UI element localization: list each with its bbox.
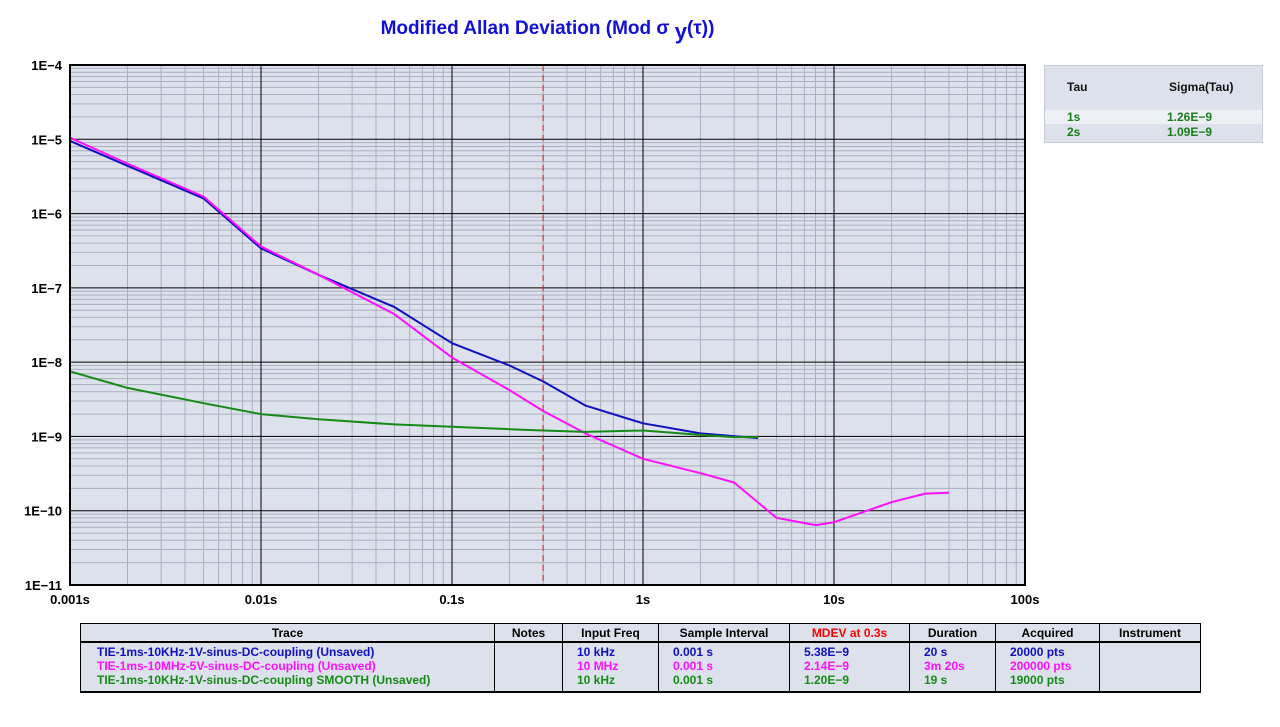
trace-sample-interval: 0.001 s <box>658 659 790 673</box>
trace-instrument <box>1099 673 1201 693</box>
tau-value: 2s <box>1067 125 1081 139</box>
trace-notes <box>494 642 563 659</box>
title-subscript: y <box>674 19 687 44</box>
tau-sigma-panel: Tau Sigma(Tau) 1s 1.26E−9 2s 1.09E−9 <box>1044 65 1263 143</box>
x-tick-label: 0.001s <box>50 592 90 607</box>
trace-mdev: 5.38E−9 <box>789 642 910 659</box>
tau-panel-header: Tau Sigma(Tau) <box>1045 80 1262 98</box>
tau-row[interactable]: 1s 1.26E−9 <box>1045 110 1262 124</box>
grid-minor <box>70 65 1025 585</box>
series-layer <box>69 136 950 527</box>
trace-table: Trace Notes Input Freq Sample Interval M… <box>80 623 1201 693</box>
trace-mdev: 1.20E−9 <box>789 673 910 693</box>
y-tick-label: 1E−10 <box>24 504 62 519</box>
trace-input-freq: 10 kHz <box>562 673 659 693</box>
trace-name: TIE-1ms-10MHz-5V-sinus-DC-coupling (Unsa… <box>80 659 495 673</box>
x-axis-ticks: 0.001s 0.01s 0.1s 1s 10s 100s <box>50 592 1039 607</box>
col-duration[interactable]: Duration <box>909 623 996 643</box>
x-tick-label: 1s <box>636 592 650 607</box>
tau-value: 1s <box>1067 110 1081 124</box>
title-end: (τ)) <box>686 18 715 39</box>
trace-duration: 19 s <box>909 673 996 693</box>
col-trace[interactable]: Trace <box>80 623 495 643</box>
trace-name: TIE-1ms-10KHz-1V-sinus-DC-coupling (Unsa… <box>80 642 495 659</box>
trace-row[interactable]: TIE-1ms-10KHz-1V-sinus-DC-coupling SMOOT… <box>80 673 1201 693</box>
trace-row[interactable]: TIE-1ms-10MHz-5V-sinus-DC-coupling (Unsa… <box>80 659 1201 673</box>
sigma-column-header: Sigma(Tau) <box>1169 80 1234 94</box>
y-tick-label: 1E−5 <box>31 132 62 147</box>
trace-row[interactable]: TIE-1ms-10KHz-1V-sinus-DC-coupling (Unsa… <box>80 642 1201 659</box>
trace-acquired: 200000 pts <box>995 659 1100 673</box>
series-line-1 <box>69 139 759 440</box>
trace-acquired: 20000 pts <box>995 642 1100 659</box>
y-axis-ticks: 1E−4 1E−5 1E−6 1E−7 1E−8 1E−9 1E−10 1E−11 <box>24 58 63 593</box>
trace-name: TIE-1ms-10KHz-1V-sinus-DC-coupling SMOOT… <box>80 673 495 693</box>
col-input-freq[interactable]: Input Freq <box>562 623 659 643</box>
chart-title: Modified Allan Deviation (Mod σ y(τ)) <box>0 14 1095 44</box>
x-tick-label: 0.1s <box>439 592 464 607</box>
y-tick-label: 1E−6 <box>31 207 62 222</box>
plot-area[interactable] <box>70 65 1025 585</box>
x-tick-label: 0.01s <box>245 592 278 607</box>
col-sample-interval[interactable]: Sample Interval <box>658 623 790 643</box>
col-notes[interactable]: Notes <box>494 623 563 643</box>
sigma-value: 1.09E−9 <box>1167 125 1213 139</box>
trace-notes <box>494 673 563 693</box>
y-tick-label: 1E−11 <box>25 578 62 593</box>
trace-acquired: 19000 pts <box>995 673 1100 693</box>
sigma-value: 1.26E−9 <box>1167 110 1213 124</box>
y-tick-label: 1E−8 <box>31 355 62 370</box>
title-main: Modified Allan Deviation (Mod σ <box>380 18 675 39</box>
plot-border <box>69 64 1026 586</box>
trace-instrument <box>1099 642 1201 659</box>
trace-instrument <box>1099 659 1201 673</box>
y-tick-label: 1E−4 <box>31 58 62 73</box>
trace-notes <box>494 659 563 673</box>
series-line-3 <box>69 370 758 439</box>
trace-table-header: Trace Notes Input Freq Sample Interval M… <box>80 623 1201 643</box>
x-tick-label: 100s <box>1011 592 1040 607</box>
col-instrument[interactable]: Instrument <box>1099 623 1201 643</box>
series-line-2 <box>69 136 950 527</box>
x-tick-label: 10s <box>823 592 845 607</box>
y-tick-label: 1E−7 <box>31 281 62 296</box>
col-mdev[interactable]: MDEV at 0.3s <box>789 623 910 643</box>
tau-row[interactable]: 2s 1.09E−9 <box>1045 125 1262 139</box>
trace-input-freq: 10 kHz <box>562 642 659 659</box>
trace-sample-interval: 0.001 s <box>658 642 790 659</box>
mdev-chart[interactable]: 1E−4 1E−5 1E−6 1E−7 1E−8 1E−9 1E−10 1E−11 0.001… <box>0 0 1040 615</box>
trace-input-freq: 10 MHz <box>562 659 659 673</box>
trace-duration: 20 s <box>909 642 996 659</box>
trace-mdev: 2.14E−9 <box>789 659 910 673</box>
y-tick-label: 1E−9 <box>31 429 62 444</box>
trace-sample-interval: 0.001 s <box>658 673 790 693</box>
trace-duration: 3m 20s <box>909 659 996 673</box>
col-acquired[interactable]: Acquired <box>995 623 1100 643</box>
tau-column-header: Tau <box>1067 80 1088 94</box>
